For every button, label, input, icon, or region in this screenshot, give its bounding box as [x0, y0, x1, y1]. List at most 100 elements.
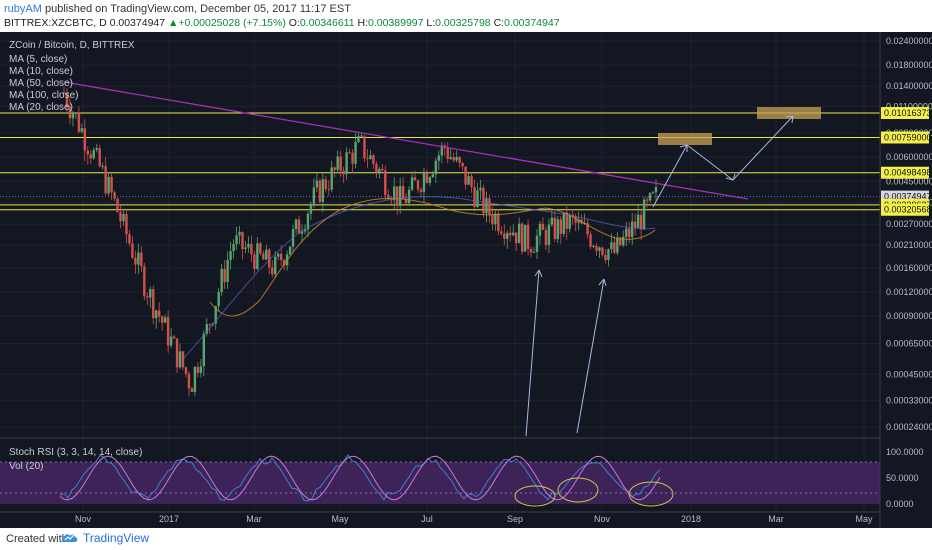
- stoch-rsi-label[interactable]: Stoch RSI (3, 3, 14, 14, close): [9, 447, 142, 458]
- candle-body: [613, 242, 616, 253]
- price-tick-label: 0.00024000: [886, 422, 932, 432]
- ma-5-label[interactable]: MA (5, close): [9, 54, 67, 65]
- candle-body: [434, 160, 438, 175]
- time-tick-label: 2017: [159, 514, 179, 524]
- candle-body: [642, 199, 646, 230]
- tradingview-wordmark[interactable]: TradingView: [83, 531, 150, 545]
- candle-body: [241, 232, 244, 249]
- candle-body: [482, 187, 485, 214]
- candle-body: [401, 186, 405, 200]
- candle-body: [253, 254, 256, 270]
- candle-body: [446, 148, 449, 159]
- candle-body: [503, 233, 506, 239]
- stoch-rsi-d-line: [59, 455, 661, 501]
- candle-body: [205, 324, 208, 334]
- target-box-2[interactable]: [757, 107, 821, 119]
- price-tick-label: 0.00210000: [886, 240, 932, 250]
- candles-series: [62, 86, 658, 397]
- candle-body: [369, 155, 372, 160]
- chart-area[interactable]: ZCoin / Bitcoin, D, BITTREX MA (5, close…: [0, 32, 932, 528]
- candle-body: [92, 150, 95, 159]
- price-tick-label: 0.00600000: [886, 152, 932, 162]
- candle-body: [235, 235, 238, 245]
- candle-body: [282, 260, 286, 266]
- candle-body: [279, 253, 283, 261]
- candle-body: [116, 198, 119, 213]
- candle-body: [610, 242, 613, 250]
- candle-body: [568, 214, 571, 229]
- bottom-arrow-1[interactable]: [525, 269, 540, 437]
- candle-body: [268, 249, 271, 268]
- candle-body: [440, 145, 444, 156]
- time-axis[interactable]: Nov 2017 Mar May Jul Sep Nov 2018 Mar May: [75, 514, 873, 524]
- candle-body: [654, 187, 658, 193]
- candle-body: [300, 231, 304, 234]
- ma-100-label[interactable]: MA (100, close): [9, 90, 78, 101]
- candle-body: [271, 267, 274, 275]
- candle-body: [631, 221, 634, 238]
- candle-body: [113, 192, 116, 199]
- price-tick-label: 0.00033000: [886, 395, 932, 405]
- candle-body: [550, 217, 554, 225]
- horizontal-levels[interactable]: [0, 112, 880, 211]
- bottom-arrow-1-head: [534, 269, 543, 278]
- candle-body: [184, 367, 188, 374]
- candle-body: [342, 170, 345, 175]
- candle-body: [220, 268, 223, 292]
- descending-trendline[interactable]: [63, 81, 749, 200]
- chart-svg[interactable]: ZCoin / Bitcoin, D, BITTREX MA (5, close…: [0, 32, 932, 528]
- price-tick-label: 0.02400000: [886, 36, 932, 46]
- candle-body: [592, 245, 595, 247]
- candle-body: [217, 291, 220, 307]
- candle-body: [119, 212, 122, 222]
- stoch-axis[interactable]: 100.0000 50.0000 0.0000: [886, 447, 924, 509]
- candle-body: [214, 306, 217, 324]
- candle-body: [526, 224, 530, 249]
- ma-50-label[interactable]: MA (50, close): [9, 78, 73, 89]
- bottom-arrow-2[interactable]: [576, 278, 605, 434]
- candle-body: [71, 113, 75, 119]
- candle-body: [190, 388, 194, 392]
- high-value: 0.00389997: [367, 17, 424, 29]
- candle-body: [104, 166, 107, 194]
- time-tick-label: Jul: [421, 514, 433, 524]
- candle-body: [321, 179, 325, 202]
- candle-body: [470, 176, 473, 188]
- candle-body: [559, 219, 563, 234]
- candle-body: [404, 199, 408, 204]
- level-tag: [881, 107, 929, 120]
- author-link[interactable]: rubyAM: [4, 3, 42, 15]
- candle-body: [351, 152, 354, 164]
- candle-body: [622, 236, 625, 246]
- candle-body: [178, 351, 182, 368]
- stoch-tick-label: 50.0000: [886, 473, 919, 483]
- vol-label[interactable]: Vol (20): [9, 461, 43, 472]
- arrow-head-2: [725, 173, 736, 181]
- target-box-1[interactable]: [658, 133, 712, 145]
- high-label: H:: [357, 17, 368, 29]
- candle-body: [648, 193, 652, 201]
- candle-body: [208, 324, 211, 326]
- candle-body: [538, 223, 542, 236]
- candle-body: [202, 333, 206, 367]
- open-value: 0.00346611: [299, 17, 355, 29]
- candle-body: [556, 219, 560, 240]
- symbol-label: BITTREX:XZCBTC, D: [4, 17, 107, 29]
- candle-body: [607, 249, 610, 261]
- candle-body: [562, 212, 565, 234]
- ma-10-label[interactable]: MA (10, close): [9, 66, 73, 77]
- candle-body: [330, 167, 333, 190]
- price-tick-label: 0.00120000: [886, 287, 932, 297]
- price-axis[interactable]: 0.02400000 0.01800000 0.01400000 0.01100000…: [881, 36, 932, 432]
- created-with-label: Created with: [6, 533, 68, 545]
- candle-body: [628, 228, 631, 238]
- price-tick-label: 0.01100000: [886, 101, 932, 111]
- tradingview-logo[interactable]: TradingView: [60, 531, 149, 545]
- ma-20-label[interactable]: MA (20, close): [9, 102, 73, 113]
- candle-body: [479, 187, 482, 191]
- candle-body: [143, 266, 146, 297]
- candle-body: [157, 310, 161, 317]
- projection-path[interactable]: [652, 115, 794, 208]
- candle-body: [494, 213, 497, 225]
- time-tick-label: Mar: [246, 514, 262, 524]
